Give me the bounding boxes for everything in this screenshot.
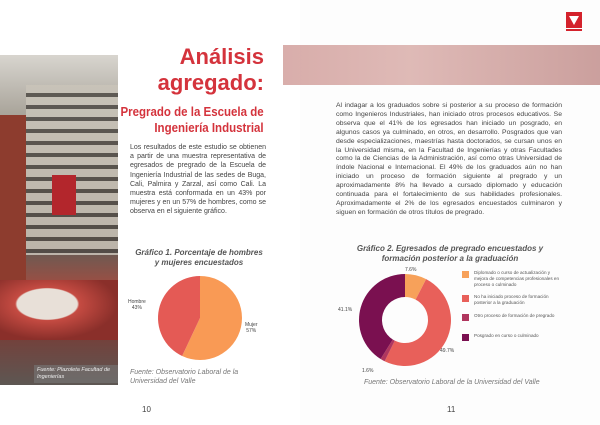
university-logo — [566, 12, 582, 31]
left-page: Fuente: Plazoleta Facultad de Ingeniería… — [0, 44, 266, 414]
right-page: Al indagar a los graduados sobre si post… — [283, 0, 600, 425]
page-title: Análisis agregado: — [157, 44, 264, 95]
section-subtitle: Pregrado de la Escuela de Ingeniería Indu… — [120, 105, 264, 135]
chart2-source: Fuente: Observatorio Laboral de la Unive… — [364, 379, 540, 386]
donut-label-no-iniciado: 49.7% — [440, 348, 455, 354]
legend-item: Diplomado o curso de actualización y mej… — [462, 270, 562, 288]
legend-item: No ha iniciado proceso de formación post… — [462, 294, 562, 306]
chart2-title: Gráfico 2. Egresados de pregrado encuest… — [356, 244, 544, 263]
slice-no — [384, 279, 452, 366]
slice-otro — [380, 339, 395, 362]
header-photo-strip — [283, 45, 600, 85]
donut-label-diplomado: 7.6% — [405, 267, 417, 273]
formation-donut-chart — [359, 274, 452, 366]
donut-label-otro-pregrado: 1.6% — [362, 368, 374, 374]
page-number: 10 — [142, 405, 151, 414]
hombre-label: Hombre 43% — [128, 299, 146, 311]
donut-label-posgrado: 41.1% — [338, 307, 353, 313]
slice-diplomado — [405, 274, 427, 300]
slice-posgrado — [359, 274, 405, 359]
legend-item: Otro proceso de formación de pregrado — [462, 313, 562, 321]
photo-caption: Fuente: Plazoleta Facultad de Ingeniería… — [34, 365, 118, 384]
donut-legend: Diplomado o curso de actualización y mej… — [462, 270, 562, 347]
slice-hombre — [158, 276, 200, 357]
page-number: 11 — [447, 405, 456, 414]
legend-item: Posgrado en curso o culminado — [462, 333, 562, 341]
chart1-title: Gráfico 1. Porcentaje de hombres y mujer… — [135, 248, 263, 267]
mujer-label: Mujer 57% — [245, 322, 258, 334]
intro-paragraph: Los resultados de este estudio se obtien… — [130, 144, 266, 216]
campus-photo — [0, 55, 118, 385]
chart1-source: Fuente: Observatorio Laboral de la Unive… — [130, 369, 239, 385]
analysis-paragraph: Al indagar a los graduados sobre si post… — [336, 102, 562, 216]
gender-pie-chart — [158, 276, 242, 360]
slice-mujer — [182, 276, 242, 360]
